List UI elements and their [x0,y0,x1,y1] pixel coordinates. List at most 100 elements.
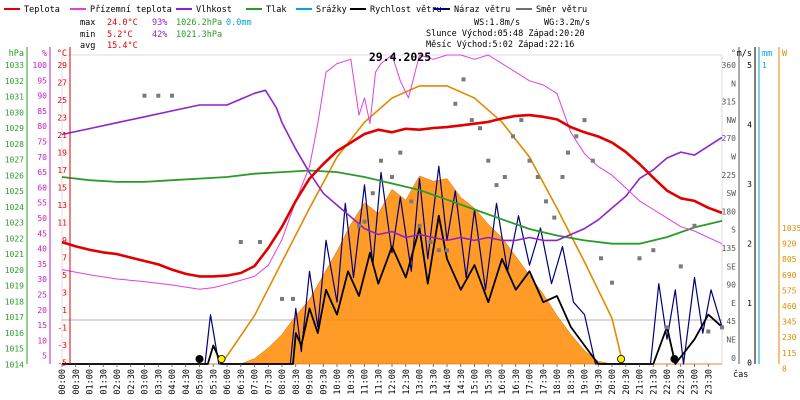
x-tick-label: 12:30 [402,369,412,395]
humidity-tick-label: 100 [33,61,48,70]
wind-direction-point [258,240,262,244]
temperature-tick-label: 7 [62,254,67,263]
stat-text: max [80,18,95,28]
x-tick-label: 03:00 [141,369,151,395]
wind-speed-axis-title: m/s [737,49,752,59]
wind-direction-point [560,175,565,179]
pressure-tick-label: 1025 [5,187,24,196]
x-tick-label: 01:30 [99,369,109,395]
wind-direction-point [637,256,642,261]
x-tick-label: 20:30 [622,369,632,395]
wind-direction-point [469,118,474,123]
x-tick-label: 02:00 [113,369,123,395]
x-tick-label: 21:30 [649,369,659,395]
wind-direction-point [461,77,466,82]
pressure-tick-label: 1033 [5,61,24,70]
wind-direction-point [379,158,383,163]
x-tick-label: 15:00 [471,369,481,395]
x-tick-label: 07:30 [264,369,274,395]
x-tick-label: 11:30 [374,369,384,395]
wind-direction-point [574,134,579,139]
wind-direction-point [280,296,284,301]
solar-tick-label: 575 [782,286,797,295]
direction-tick-label: N [731,79,736,88]
x-tick-label: 11:00 [361,369,371,395]
x-tick-label: 13:30 [429,369,439,395]
direction-tick-label: NW [726,116,736,125]
wind-direction-point [519,118,524,123]
wind-direction-point [544,199,548,204]
wind-direction-point [582,118,587,123]
wind-direction-point [390,175,394,179]
solar-tick-label: 805 [782,255,797,264]
wind-direction-point [566,150,570,155]
pressure-tick-label: 1030 [5,108,24,117]
x-tick-label: 01:00 [86,369,96,395]
humidity-tick-label: 45 [37,229,47,238]
stat-text: avg [80,41,95,51]
stat-text: 1021.3hPa [176,30,222,40]
wind-direction-point [357,223,361,228]
solar-tick-label: 1035 [782,224,800,233]
humidity-tick-label: 25 [37,291,47,300]
x-tick-label: 19:00 [581,369,591,395]
rain-tick-label: 1 [762,61,767,70]
wind-direction-point [590,158,595,163]
temperature-axis-title: °C [57,49,67,59]
wind-direction-point [142,93,147,98]
wind-direction-point [370,191,375,196]
legend-label: Teplota [24,5,60,15]
x-tick-label: 22:30 [677,369,687,395]
legend-label: Přízemní teplota [90,5,172,15]
wind-direction-point [445,248,449,253]
stat-text: 5.2°C [107,30,133,40]
direction-tick-label: S [731,226,736,235]
legend-label: Náraz větru [454,5,510,15]
direction-tick-label: E [731,299,736,308]
pressure-tick-label: 1019 [5,282,24,291]
x-tick-label: 18:30 [567,369,577,395]
wind-speed-tick-label: 0 [747,359,752,368]
humidity-tick-label: 50 [37,214,47,223]
x-tick-label: 00:00 [58,369,68,395]
wind-direction-point [599,256,603,261]
direction-tick-label: 45 [726,317,736,326]
pressure-tick-label: 1021 [5,250,24,259]
temperature-tick-label: 15 [57,184,67,193]
stat-text: Slunce Východ:05:48 Západ:20:20 [426,29,585,39]
chart-title: 29.4.2025 [369,50,431,64]
x-tick-label: 08:00 [278,369,288,395]
wind-direction-point [692,223,697,228]
x-tick-label: 21:00 [636,369,646,395]
x-tick-label: 09:30 [319,369,329,395]
humidity-tick-label: 40 [37,245,47,254]
pressure-tick-label: 1028 [5,140,24,149]
x-tick-label: 12:00 [388,369,398,395]
humidity-tick-label: 5 [42,352,47,361]
humidity-tick-label: 70 [37,153,47,162]
stat-text: min [80,30,95,40]
humidity-tick-label: 35 [37,260,47,269]
pressure-tick-label: 1023 [5,219,24,228]
wind-direction-point [486,158,491,163]
x-tick-label: 18:00 [553,369,563,395]
humidity-tick-label: 75 [37,138,47,147]
legend-label: Srážky [316,5,347,15]
x-tick-label: 00:30 [72,369,82,395]
pressure-tick-label: 1024 [5,203,24,212]
direction-tick-label: 315 [722,98,737,107]
moonrise-marker [195,354,204,363]
temperature-tick-label: -1 [57,324,67,333]
x-tick-label: 17:00 [526,369,536,395]
x-axis-label: čas [733,369,748,380]
direction-tick-label: 0 [731,354,736,363]
pressure-tick-label: 1022 [5,234,24,243]
humidity-tick-label: 85 [37,107,47,116]
x-tick-label: 13:00 [416,369,426,395]
wind-direction-point [238,240,243,244]
wind-direction-point [552,215,557,220]
x-tick-label: 23:30 [704,369,714,395]
wind-direction-point [417,223,422,228]
stat-text: 24.0°C [107,18,138,28]
